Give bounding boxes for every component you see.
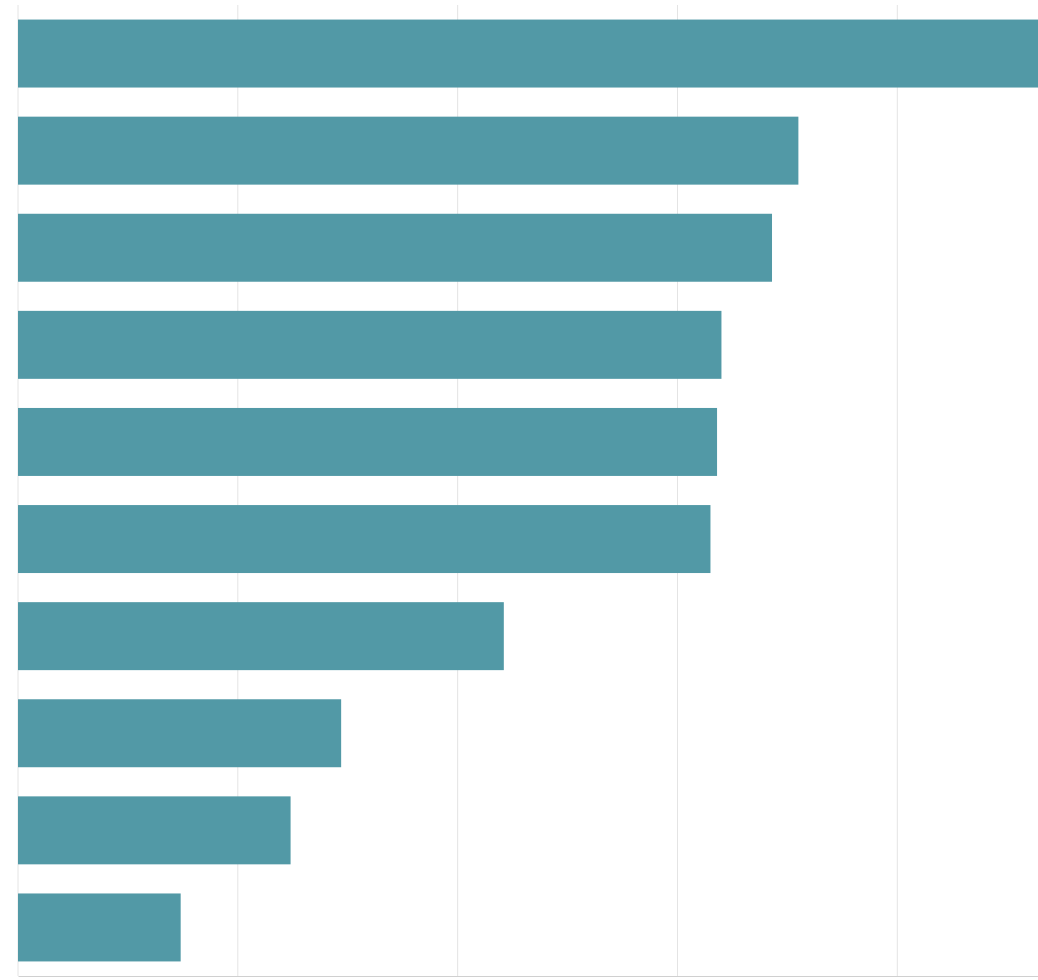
bars (18, 20, 1038, 962)
bar (18, 699, 341, 767)
grid-line (897, 5, 898, 976)
plot (18, 5, 1038, 977)
bar (18, 214, 772, 282)
bar (18, 117, 798, 185)
bar (18, 311, 721, 379)
grid (18, 5, 897, 976)
bar (18, 796, 291, 864)
bar (18, 20, 1038, 88)
x-axis-line (19, 976, 1038, 977)
y-axis (18, 6, 20, 977)
bar (18, 408, 717, 476)
x-axis (19, 976, 1038, 978)
chart (0, 0, 1038, 980)
bar (18, 602, 504, 670)
y-axis-line (18, 6, 19, 977)
bar (18, 505, 710, 573)
bar (18, 893, 181, 961)
